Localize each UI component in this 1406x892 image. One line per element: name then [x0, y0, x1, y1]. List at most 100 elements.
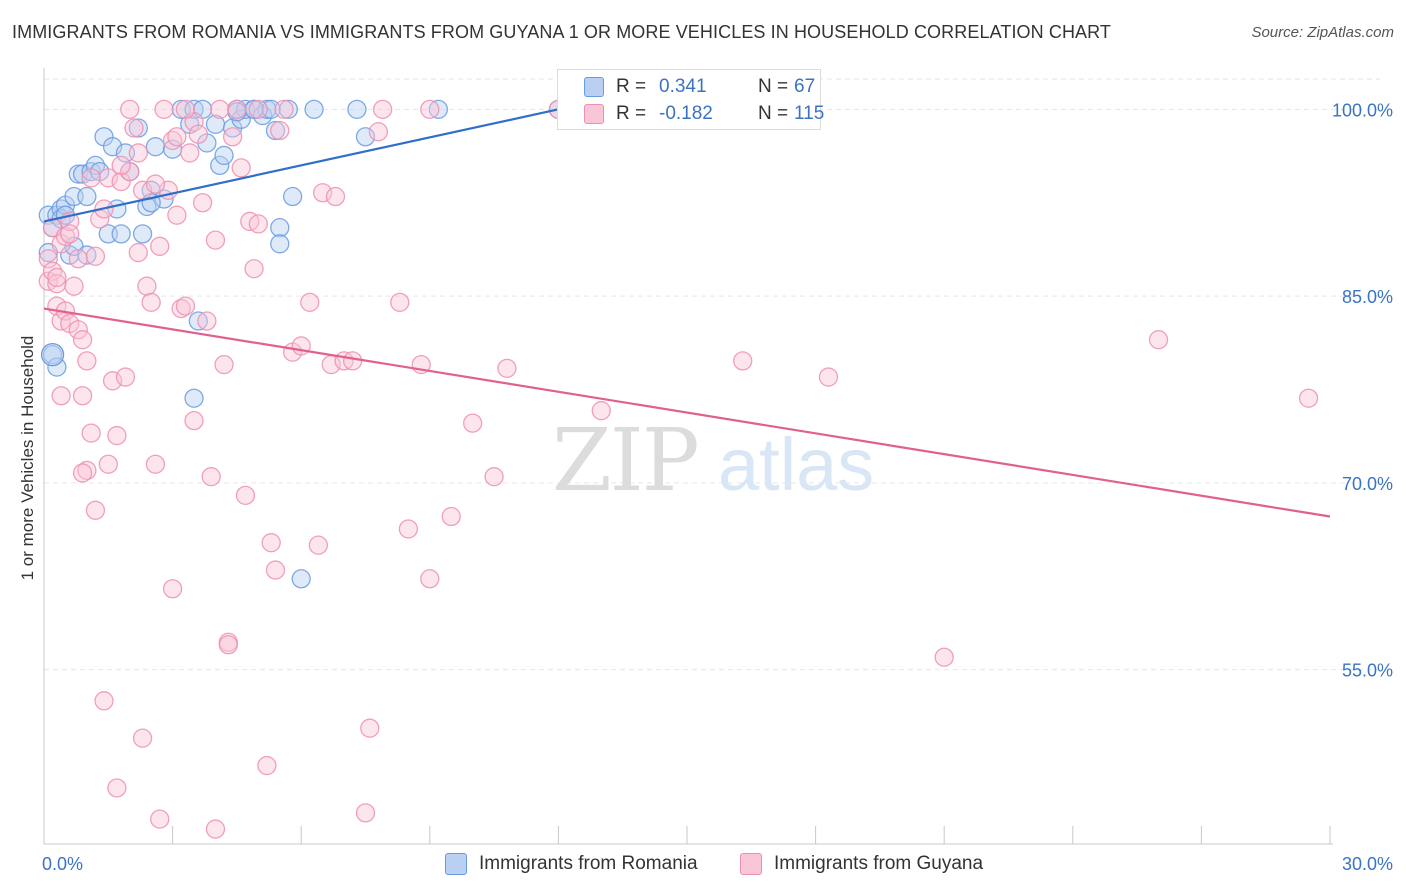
guyana-point — [484, 467, 504, 487]
legend-swatch-guyana — [740, 853, 762, 875]
romania-point — [77, 186, 97, 207]
guyana-point — [197, 311, 217, 331]
guyana-point — [184, 410, 204, 431]
legend-item-guyana: Immigrants from Guyana — [740, 852, 1020, 878]
guyana-point — [497, 358, 517, 378]
guyana-point — [201, 467, 221, 487]
guyana-point — [145, 174, 166, 194]
guyana-point — [77, 351, 97, 371]
guyana-point — [72, 463, 93, 483]
guyana-point — [167, 127, 187, 147]
guyana-point — [188, 124, 208, 144]
axes — [43, 68, 1333, 845]
guyana-point — [64, 276, 84, 296]
guyana-point — [205, 230, 226, 250]
trend-line-guyana — [43, 307, 1331, 518]
guyana-point — [441, 506, 461, 527]
guyana-point — [47, 267, 67, 288]
y-tick-label: 55.0% — [1342, 661, 1393, 681]
legend-swatch-romania — [445, 853, 467, 875]
guyana-point — [98, 454, 118, 474]
stats-legend: R = 0.341 N = 67 R = -0.182 N = 115 — [557, 69, 825, 130]
guyana-point — [94, 691, 114, 711]
romania-point — [214, 145, 234, 166]
guyana-point — [308, 535, 328, 555]
guyana-point — [372, 99, 393, 120]
guyana-point — [85, 246, 106, 266]
guyana-point — [261, 533, 281, 553]
guyana-point — [398, 519, 419, 539]
legend-swatch-guyana — [584, 104, 604, 124]
guyana-point — [150, 236, 170, 256]
guyana-point — [235, 485, 256, 506]
guyana-point — [175, 99, 196, 120]
romania-point — [291, 569, 311, 589]
legend-label-romania: Immigrants from Romania — [479, 853, 698, 874]
legend-r-label: R = — [616, 76, 647, 97]
legend-swatch-romania — [584, 77, 604, 97]
guyana-point — [68, 320, 88, 340]
romania-point — [282, 186, 303, 207]
guyana-point — [137, 276, 157, 296]
guyana-point — [205, 819, 226, 839]
guyana-point — [231, 158, 251, 178]
watermark-atlas: atlas — [718, 423, 874, 506]
guyana-point — [162, 579, 183, 599]
guyana-point — [257, 755, 277, 776]
guyana-point — [227, 99, 247, 120]
guyana-point — [248, 99, 268, 120]
guyana-point — [355, 803, 376, 823]
guyana-point — [591, 401, 611, 421]
guyana-point — [115, 367, 136, 387]
romania-point — [347, 99, 367, 120]
legend-r-value: 0.341 — [659, 76, 707, 97]
watermark: ZIP atlas — [552, 411, 874, 511]
guyana-point — [68, 249, 88, 269]
y-axis-label: 1 or more Vehicles in Household — [18, 335, 37, 581]
guyana-point — [175, 296, 196, 316]
chart-source: Source: ZipAtlas.com — [1251, 24, 1394, 41]
guyana-point — [150, 809, 170, 829]
guyana-point — [244, 259, 264, 279]
guyana-point — [342, 351, 363, 371]
guyana-point — [141, 292, 161, 313]
tick-labels: 100.0% 85.0% 70.0% 55.0% 0.0% 30.0% — [42, 100, 1393, 874]
guyana-point — [420, 569, 440, 589]
guyana-point — [222, 127, 243, 147]
x-tick-label: 0.0% — [42, 854, 83, 874]
legend-r-value: -0.182 — [659, 103, 713, 124]
guyana-point — [300, 292, 320, 313]
legend-n-label: N = — [758, 103, 789, 124]
guyana-point — [214, 354, 234, 375]
guyana-point — [818, 367, 839, 387]
y-tick-label: 70.0% — [1342, 474, 1393, 494]
guyana-point — [51, 386, 71, 406]
guyana-point — [192, 193, 213, 213]
guyana-point — [274, 99, 294, 120]
legend-label-guyana: Immigrants from Guyana — [774, 853, 984, 874]
y-tick-label: 85.0% — [1342, 287, 1393, 307]
guyana-point — [111, 155, 131, 176]
guyana-point — [360, 718, 380, 738]
guyana-point — [463, 413, 483, 433]
romania-point — [145, 137, 166, 157]
romania-point — [278, 99, 298, 120]
guyana-point — [420, 99, 440, 120]
legend-n-value: 115 — [794, 103, 825, 124]
guyana-point — [248, 214, 268, 234]
guyana-point — [270, 120, 290, 141]
romania-point — [270, 217, 290, 238]
guyana-point — [72, 330, 93, 350]
guyana-point — [128, 242, 148, 263]
guyana-point — [107, 425, 127, 446]
romania-point — [128, 118, 148, 138]
y-tick-label: 100.0% — [1332, 100, 1393, 120]
guyana-point — [81, 168, 101, 188]
guyana-point — [124, 118, 144, 138]
trend-lines — [43, 108, 1331, 518]
guyana-point — [390, 292, 410, 313]
guyana-point — [60, 224, 80, 244]
guyana-point — [72, 386, 93, 406]
chart-title: IMMIGRANTS FROM ROMANIA VS IMMIGRANTS FR… — [12, 22, 1112, 42]
